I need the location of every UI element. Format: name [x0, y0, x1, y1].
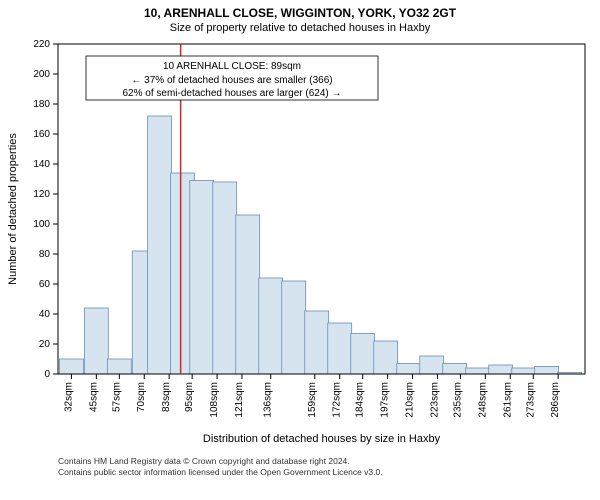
x-tick-label: 210sqm — [405, 382, 416, 418]
x-tick-label: 184sqm — [355, 382, 366, 418]
bar — [59, 359, 83, 374]
x-tick-label: 273sqm — [525, 382, 536, 418]
annotation-line1: 10 ARENHALL CLOSE: 89sqm — [163, 61, 301, 72]
bar — [466, 368, 490, 374]
bar — [443, 364, 467, 375]
y-tick-label: 20 — [39, 339, 51, 350]
x-tick-label: 32sqm — [63, 382, 74, 412]
y-tick-label: 180 — [33, 99, 50, 110]
x-tick-label: 57sqm — [111, 382, 122, 412]
y-tick-label: 0 — [44, 369, 50, 380]
y-tick-label: 80 — [39, 249, 51, 260]
x-tick-label: 235sqm — [452, 382, 463, 418]
y-tick-label: 40 — [39, 309, 51, 320]
y-tick-label: 220 — [33, 39, 50, 50]
x-tick-label: 261sqm — [502, 382, 513, 418]
annotation-line2: ← 37% of detached houses are smaller (36… — [131, 75, 332, 86]
bar — [190, 181, 214, 375]
x-tick-label: 45sqm — [88, 382, 99, 412]
y-tick-label: 120 — [33, 189, 50, 200]
bar — [84, 308, 108, 374]
bar — [535, 367, 559, 375]
annotation-line3: 62% of semi-detached houses are larger (… — [122, 88, 341, 99]
x-tick-label: 172sqm — [332, 382, 343, 418]
y-tick-label: 140 — [33, 159, 50, 170]
bar — [512, 368, 536, 374]
y-axis-label: Number of detached properties — [7, 133, 19, 285]
y-tick-label: 100 — [33, 219, 50, 230]
x-tick-label: 223sqm — [429, 382, 440, 418]
bar — [489, 365, 513, 374]
bar — [305, 311, 329, 374]
x-axis-label: Distribution of detached houses by size … — [203, 433, 441, 445]
bar — [107, 359, 131, 374]
footer-line2: Contains public sector information licen… — [58, 467, 600, 478]
bar — [213, 182, 237, 374]
x-tick-label: 159sqm — [307, 382, 318, 418]
bar — [259, 278, 283, 374]
histogram-chart: 0 20 40 60 80 100 120 140 160 180 200 220 32sqm 45sqm… — [0, 34, 600, 454]
bar — [282, 281, 306, 374]
x-tick-label: 70sqm — [136, 382, 147, 412]
bar — [397, 364, 421, 375]
bar — [420, 356, 444, 374]
footer-line1: Contains HM Land Registry data © Crown c… — [58, 456, 600, 467]
y-tick-label: 160 — [33, 129, 50, 140]
bar — [236, 215, 260, 374]
bar — [328, 323, 352, 374]
y-tick-label: 200 — [33, 69, 50, 80]
chart-subtitle: Size of property relative to detached ho… — [0, 20, 600, 34]
x-tick-label: 286sqm — [550, 382, 561, 418]
chart-title: 10, ARENHALL CLOSE, WIGGINTON, YORK, YO3… — [0, 0, 600, 20]
x-tick-label: 197sqm — [380, 382, 391, 418]
x-tick-label: 95sqm — [184, 382, 195, 412]
bar — [351, 334, 375, 375]
y-tick-label: 60 — [39, 279, 51, 290]
x-tick-label: 248sqm — [477, 382, 488, 418]
x-tick-label: 136sqm — [263, 382, 274, 418]
x-tick-label: 83sqm — [161, 382, 172, 412]
bar — [148, 116, 172, 374]
bar — [374, 341, 398, 374]
x-tick-label: 121sqm — [234, 382, 245, 418]
x-tick-label: 108sqm — [209, 382, 220, 418]
